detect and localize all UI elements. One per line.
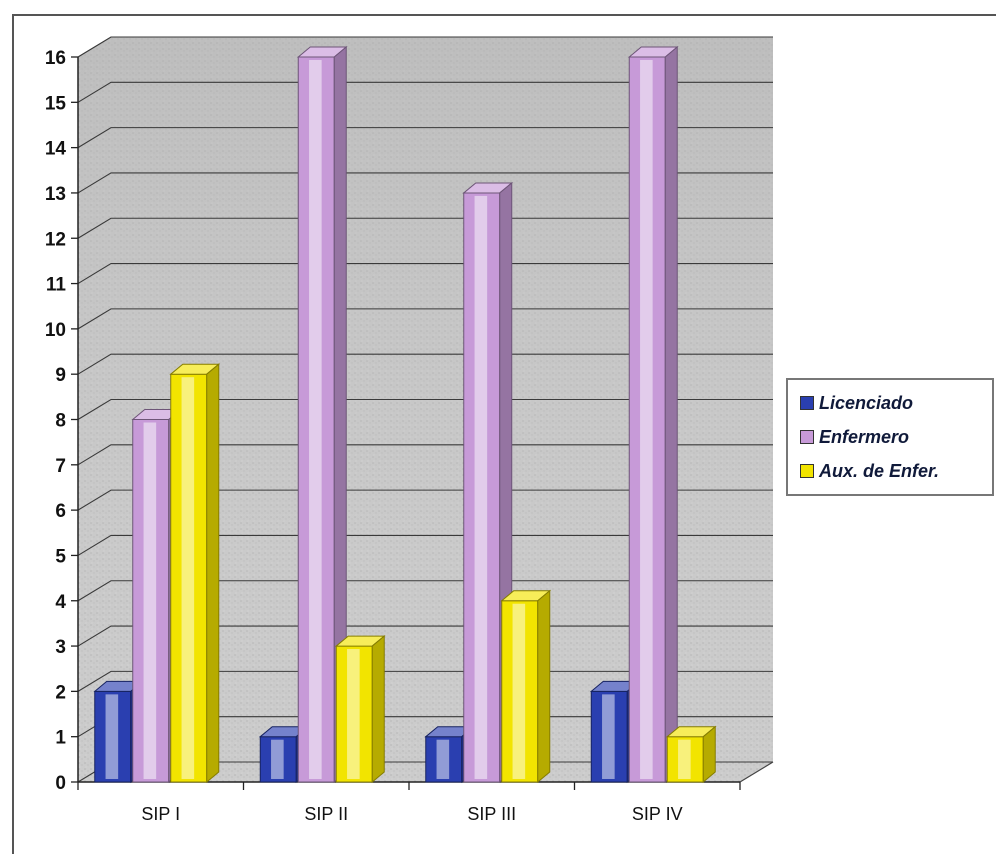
y-tick-label-5: 5 [55, 546, 66, 567]
gridline-15 [77, 81, 773, 103]
legend-label-licenciado: Licenciado [819, 392, 914, 413]
bar-highlight [640, 60, 653, 779]
bar-highlight [512, 603, 526, 779]
legend-swatch-enfermero [800, 430, 814, 444]
gridline-9 [77, 353, 773, 375]
floor-edge [739, 761, 774, 783]
legend-label-enfermero: Enfermero [819, 426, 910, 447]
bar-aux-de-enfer-3 [500, 589, 552, 784]
bar-highlight [309, 60, 322, 779]
bar-aux-de-enfer-4 [665, 725, 717, 784]
bar-side [371, 634, 385, 784]
bar-side [537, 589, 551, 784]
bar-highlight [678, 739, 691, 779]
gridline-2 [77, 670, 773, 692]
bar-side [702, 725, 716, 784]
gridline-6 [77, 489, 773, 511]
bar-side [206, 363, 220, 784]
legend-item-licenciado: Licenciado [800, 390, 913, 416]
gridline-7 [77, 444, 773, 466]
gridline-12 [77, 217, 773, 239]
y-tick-label-13: 13 [45, 184, 66, 205]
plot-wall-shade [78, 37, 773, 782]
y-tick-label-3: 3 [55, 637, 66, 658]
x-tick-label-1: SIP I [141, 804, 180, 824]
x-tick-label-3: SIP III [467, 804, 516, 824]
bar-highlight [602, 694, 615, 779]
x-tick-label-2: SIP II [304, 804, 348, 824]
bar-highlight [271, 739, 284, 779]
bar-highlight [143, 422, 157, 779]
y-tick-label-0: 0 [55, 773, 66, 794]
gridline-8 [77, 398, 773, 420]
bar-side [664, 45, 678, 784]
y-tick-label-2: 2 [55, 682, 66, 703]
gridline-4 [77, 580, 773, 602]
bar-highlight [474, 195, 488, 779]
chart-legend: Licenciado Enfermero Aux. de Enfer. [786, 378, 994, 496]
y-tick-label-12: 12 [45, 229, 66, 250]
y-tick-label-15: 15 [45, 93, 67, 114]
bar-highlight [181, 377, 195, 779]
y-tick-label-8: 8 [55, 411, 66, 432]
y-tick-label-10: 10 [45, 320, 66, 341]
bar-enfermero-3 [462, 181, 514, 784]
y-tick-label-14: 14 [45, 139, 67, 160]
bar-aux-de-enfer-2 [334, 634, 386, 784]
y-tick-label-4: 4 [55, 592, 66, 613]
gridline-10 [77, 308, 773, 330]
x-tick-label-4: SIP IV [632, 804, 683, 824]
legend-swatch-aux-de-enfer [800, 464, 814, 478]
bar-aux-de-enfer-1 [169, 363, 221, 784]
legend-item-aux-de-enfer: Aux. de Enfer. [800, 458, 939, 484]
y-tick-label-7: 7 [55, 456, 66, 477]
y-tick-label-16: 16 [45, 48, 66, 69]
bar-highlight [436, 739, 450, 779]
legend-swatch-licenciado [800, 396, 814, 410]
bar-highlight [105, 694, 119, 779]
gridline-5 [77, 534, 773, 556]
y-tick-label-11: 11 [46, 275, 67, 296]
gridline-16 [77, 36, 773, 58]
y-tick-label-9: 9 [55, 365, 66, 386]
legend-item-enfermero: Enfermero [800, 424, 909, 450]
gridline-3 [77, 625, 773, 647]
gridline-13 [77, 172, 773, 194]
chart-frame [12, 14, 996, 854]
y-tick-label-6: 6 [55, 501, 66, 522]
gridline-14 [77, 127, 773, 149]
bar-highlight [347, 649, 360, 779]
gridline-11 [77, 263, 773, 285]
y-tick-label-1: 1 [55, 728, 66, 749]
legend-label-aux-de-enfer: Aux. de Enfer. [819, 460, 940, 481]
bar-enfermero-4 [627, 45, 679, 784]
